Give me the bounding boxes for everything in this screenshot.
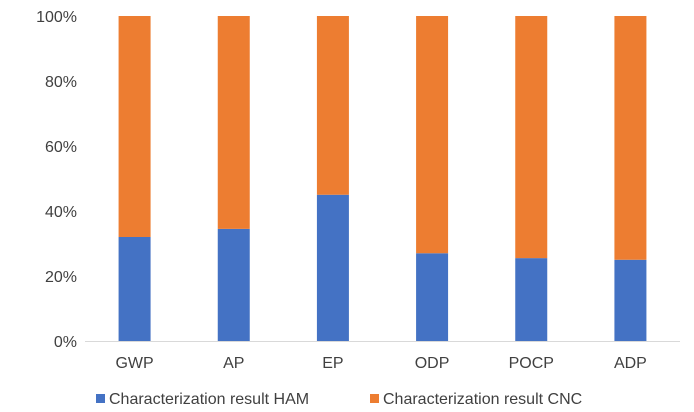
bar-ep-series-1 [316, 194, 349, 341]
bar-pocp-series-2 [515, 16, 548, 259]
y-tick-label: 20% [45, 269, 77, 286]
x-axis: GWP AP EP ODP POCP ADP [115, 355, 646, 372]
y-tick-label: 100% [36, 9, 77, 26]
bar-gwp-series-2 [118, 16, 151, 237]
x-tick-label: AP [223, 355, 244, 372]
legend-label: Characterization result CNC [383, 391, 582, 408]
x-tick-label: ADP [614, 355, 647, 372]
bar-odp-series-2 [416, 16, 449, 254]
x-tick-label: ODP [415, 355, 450, 372]
bar-adp-series-2 [614, 16, 647, 260]
legend: Characterization result HAM Characterizat… [96, 391, 582, 408]
x-tick-label: GWP [115, 355, 153, 372]
y-tick-label: 0% [54, 334, 77, 351]
y-axis: 0% 20% 40% 60% 80% 100% [36, 9, 77, 351]
bar-odp-series-1 [416, 253, 449, 341]
y-tick-label: 60% [45, 139, 77, 156]
bar-adp-series-1 [614, 259, 647, 341]
x-tick-label: EP [322, 355, 343, 372]
x-tick-label: POCP [509, 355, 554, 372]
legend-swatch [96, 394, 105, 403]
legend-label: Characterization result HAM [109, 391, 309, 408]
y-tick-label: 40% [45, 204, 77, 221]
bar-ep-series-2 [316, 16, 349, 195]
bars [118, 16, 647, 341]
y-tick-label: 80% [45, 74, 77, 91]
bar-ap-series-2 [217, 16, 250, 229]
legend-swatch [370, 394, 379, 403]
bar-gwp-series-1 [118, 237, 151, 341]
bar-pocp-series-1 [515, 258, 548, 341]
bar-ap-series-1 [217, 228, 250, 341]
